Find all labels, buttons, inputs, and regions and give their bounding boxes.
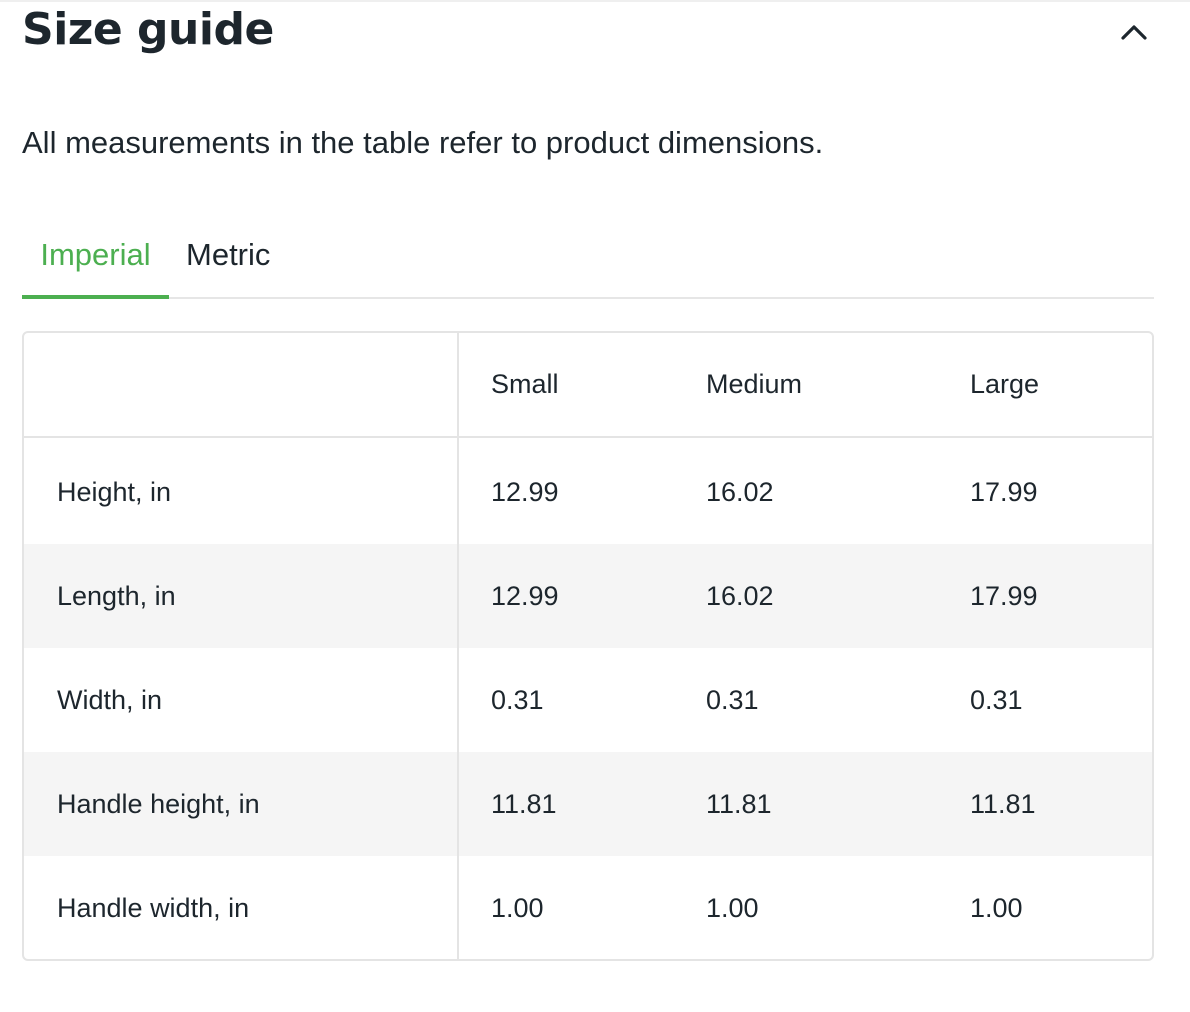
cell-large: 0.31 [970, 684, 1023, 715]
cell-medium: 16.02 [706, 476, 774, 507]
cell-small: 12.99 [491, 476, 559, 507]
active-tab-indicator [22, 295, 169, 299]
cell-large: 11.81 [970, 788, 1036, 819]
table-row: Handle width, in 1.00 1.00 1.00 [24, 856, 1152, 959]
collapse-button[interactable] [1114, 12, 1154, 52]
row-label: Length, in [57, 580, 176, 611]
row-label: Width, in [57, 684, 163, 715]
cell-large: 17.99 [970, 476, 1038, 507]
row-label: Handle width, in [57, 892, 250, 923]
chevron-up-icon [1121, 25, 1147, 40]
size-guide-header[interactable]: Size guide [22, 0, 1154, 62]
cell-small: 0.31 [491, 684, 544, 715]
cell-small: 1.00 [491, 892, 544, 923]
table-row: Height, in 12.99 16.02 17.99 [24, 440, 1152, 544]
column-divider [457, 333, 459, 959]
table-row: Width, in 0.31 0.31 0.31 [24, 648, 1152, 752]
row-label: Height, in [57, 476, 172, 507]
table-header-row: Small Medium Large [24, 333, 1152, 438]
cell-large: 1.00 [970, 892, 1023, 923]
cell-medium: 0.31 [706, 684, 759, 715]
column-header-medium: Medium [706, 369, 803, 399]
tab-metric[interactable]: Metric [186, 230, 270, 297]
cell-medium: 1.00 [706, 892, 759, 923]
cell-medium: 11.81 [706, 788, 772, 819]
cell-small: 11.81 [491, 788, 557, 819]
unit-tabs: Imperial Metric [22, 230, 1154, 299]
cell-large: 17.99 [970, 580, 1038, 611]
tab-imperial[interactable]: Imperial [22, 230, 169, 299]
row-label: Handle height, in [57, 788, 260, 819]
cell-small: 12.99 [491, 580, 559, 611]
table-row: Handle height, in 11.81 11.81 11.81 [24, 752, 1152, 856]
cell-medium: 16.02 [706, 580, 774, 611]
column-header-large: Large [970, 369, 1040, 399]
column-header-small: Small [491, 369, 559, 399]
size-table: Small Medium Large Height, in 12.99 16.0… [22, 331, 1154, 961]
tab-label: Metric [186, 237, 271, 272]
section-title: Size guide [22, 4, 274, 55]
table-row: Length, in 12.99 16.02 17.99 [24, 544, 1152, 648]
top-divider [0, 0, 1190, 2]
size-guide-description: All measurements in the table refer to p… [22, 125, 824, 160]
tab-label: Imperial [40, 237, 151, 272]
